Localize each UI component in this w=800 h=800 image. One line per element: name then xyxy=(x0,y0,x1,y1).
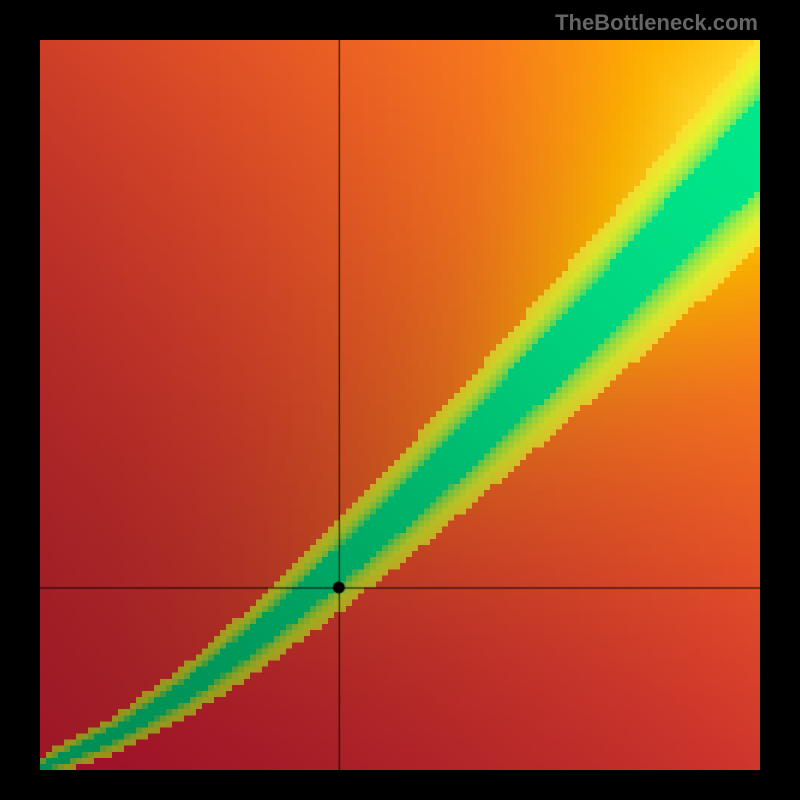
crosshair-overlay xyxy=(40,40,760,770)
watermark-text: TheBottleneck.com xyxy=(555,10,758,36)
